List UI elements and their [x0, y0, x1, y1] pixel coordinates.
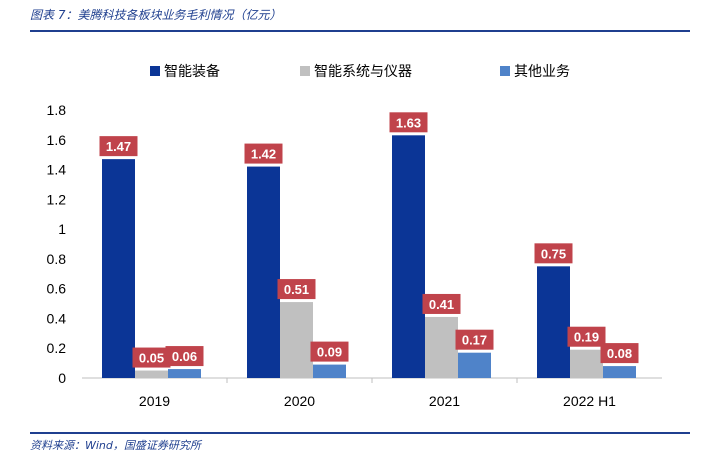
legend-swatch — [150, 66, 160, 76]
bar — [313, 364, 346, 378]
data-label-box — [455, 329, 494, 350]
figure-title: 图表 7：美腾科技各板块业务毛利情况（亿元） — [30, 8, 282, 22]
data-label: 0.05 — [139, 351, 164, 366]
bar — [392, 135, 425, 378]
bar — [102, 159, 135, 378]
title-rule — [30, 30, 690, 32]
legend-label: 其他业务 — [514, 64, 570, 80]
x-tick-label: 2021 — [429, 393, 460, 409]
data-label: 0.06 — [172, 349, 197, 364]
data-label: 0.08 — [607, 346, 632, 361]
x-tick-label: 2022 H1 — [563, 393, 616, 409]
bar — [168, 369, 201, 378]
y-tick-label: 0.8 — [47, 251, 67, 267]
legend-label: 智能系统与仪器 — [314, 64, 412, 80]
data-label: 0.51 — [284, 282, 309, 297]
data-label-box — [132, 347, 171, 368]
source-rule — [30, 432, 690, 434]
y-tick-label: 0.6 — [47, 281, 67, 297]
data-label: 0.41 — [429, 297, 454, 312]
y-tick-label: 1.2 — [47, 191, 67, 207]
bar — [135, 370, 168, 378]
data-label: 1.63 — [396, 115, 421, 130]
x-tick-label: 2019 — [139, 393, 170, 409]
data-label-box — [165, 346, 204, 367]
data-label-box — [244, 143, 283, 164]
data-label-box — [567, 326, 606, 347]
data-label-box — [99, 136, 138, 157]
data-label: 1.42 — [251, 147, 276, 162]
y-tick-label: 0.4 — [47, 310, 67, 326]
data-label: 0.17 — [462, 333, 487, 348]
data-label: 0.19 — [574, 330, 599, 345]
y-tick-label: 1.4 — [47, 162, 67, 178]
bar — [458, 352, 491, 378]
bar — [247, 166, 280, 378]
data-label-box — [277, 279, 316, 300]
y-tick-label: 1.8 — [47, 102, 67, 118]
legend-label: 智能装备 — [164, 63, 220, 80]
source-note: 资料来源：Wind，国盛证券研究所 — [30, 439, 201, 452]
data-label: 0.75 — [541, 246, 566, 261]
data-label-box — [310, 341, 349, 362]
legend-swatch — [500, 66, 510, 76]
data-label-box — [534, 243, 573, 264]
data-label: 1.47 — [106, 139, 131, 154]
data-label-box — [389, 112, 428, 133]
y-tick-label: 0 — [58, 370, 66, 386]
y-tick-label: 1.6 — [47, 132, 67, 148]
legend-swatch — [300, 66, 310, 76]
bar — [537, 266, 570, 378]
bar — [425, 316, 458, 378]
bar — [603, 366, 636, 378]
bar — [570, 349, 603, 378]
bar — [280, 302, 313, 378]
data-label: 0.09 — [317, 345, 342, 360]
x-tick-label: 2020 — [284, 393, 315, 409]
data-label-box — [422, 293, 461, 314]
y-tick-label: 0.2 — [47, 340, 67, 356]
y-tick-label: 1 — [58, 221, 66, 237]
data-label-box — [600, 343, 639, 364]
